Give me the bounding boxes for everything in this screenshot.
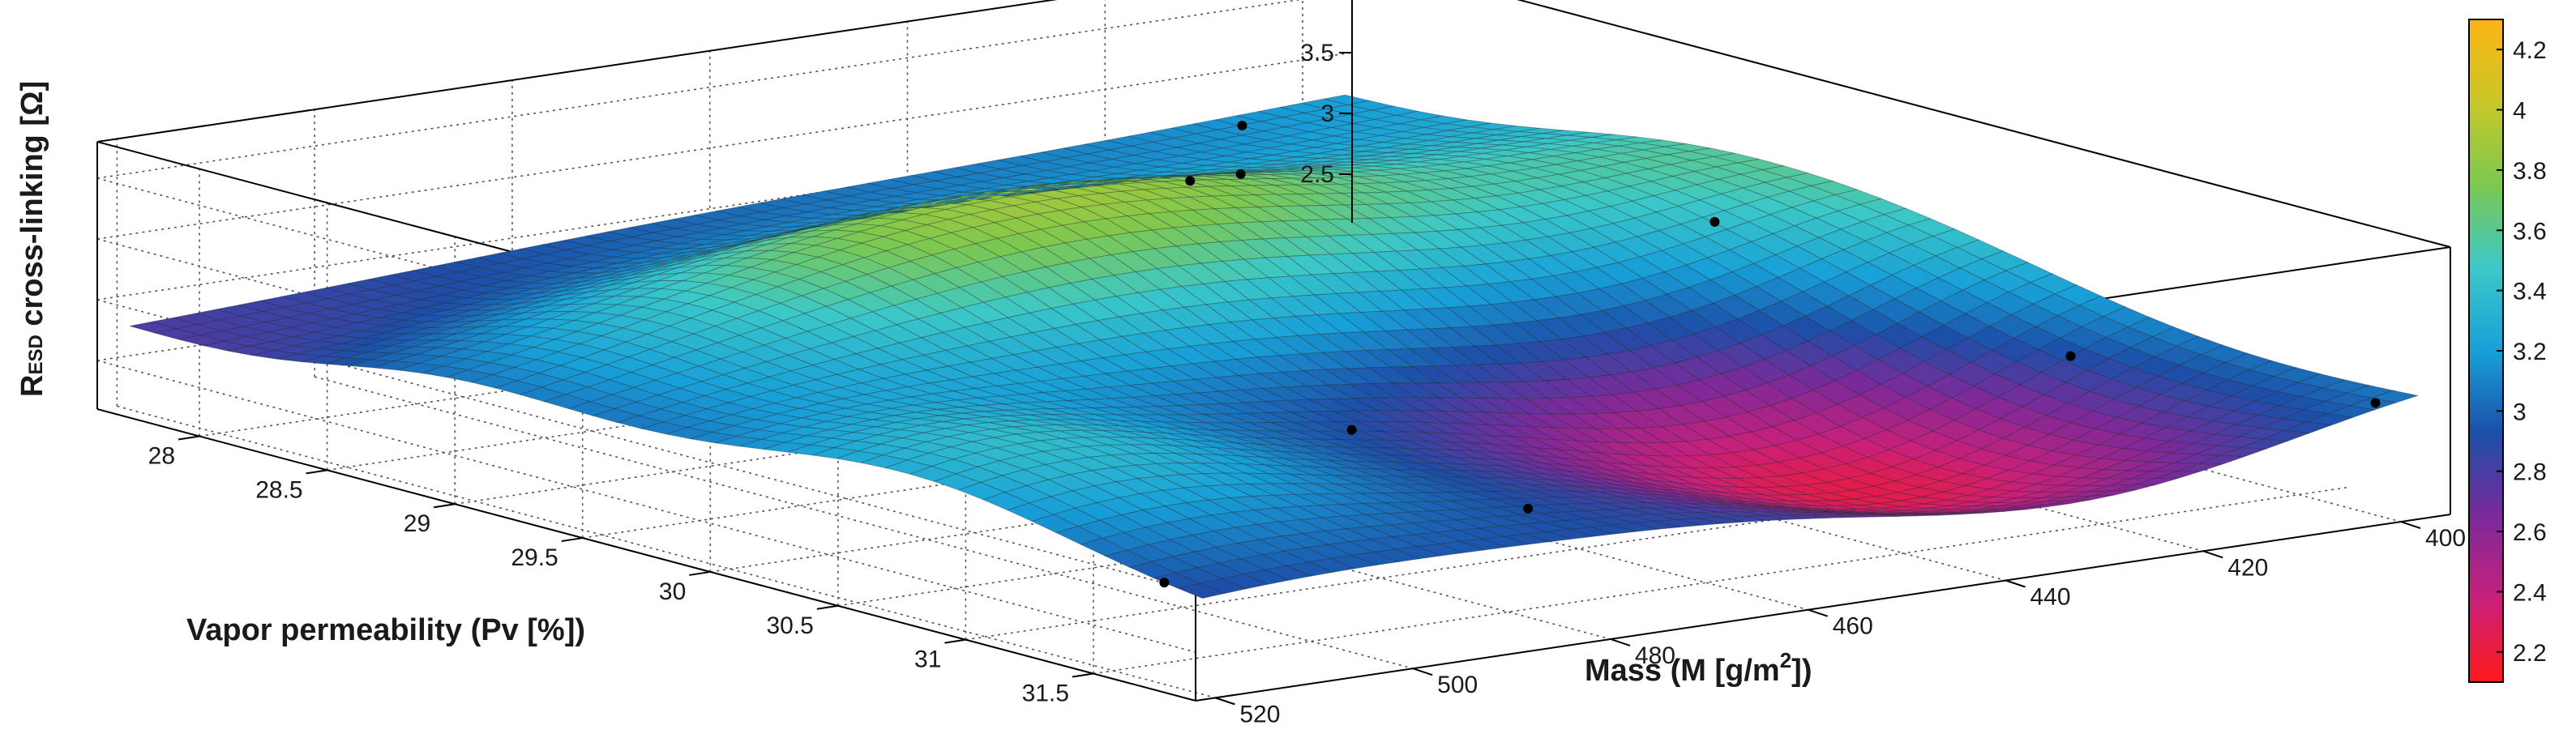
box-edge-front (96, 408, 1196, 702)
floor-grid-y (314, 376, 1414, 669)
data-point (1159, 578, 1170, 588)
z-axis-title-main: R (15, 375, 49, 397)
x-tick-mark (1072, 672, 1094, 678)
data-point (2370, 398, 2381, 408)
x-tick-mark (434, 503, 456, 509)
data-point (1523, 503, 1534, 514)
data-points (1159, 120, 2381, 588)
wall-grid-z2 (96, 52, 1353, 240)
y-tick-label: 520 (1239, 701, 1280, 727)
x-axis-title: Vapor permeability (Pv [%]) (186, 613, 585, 647)
colorbar-ticks: 2.2 2.4 2.6 2.8 3 3.2 3.4 3.6 3.8 4 4.2 (2497, 37, 2547, 667)
data-point (1346, 424, 1357, 435)
colorbar-tick-label: 3.2 (2513, 339, 2547, 365)
y-tick-mark (1808, 608, 1829, 617)
z-axis-title: RESD cross-linking [Ω] (15, 81, 49, 397)
y-tick-label: 480 (1635, 642, 1675, 669)
colorbar-tick-label: 3.6 (2513, 218, 2547, 245)
box-edge-front (1195, 514, 2451, 702)
x-tick-mark (178, 435, 200, 441)
y-tick-mark (1610, 638, 1631, 646)
colorbar-tick-label: 4.2 (2513, 37, 2547, 64)
y-tick-label: 440 (2030, 583, 2070, 610)
data-point (1709, 216, 1720, 227)
z-axis-title-sub: ESD (25, 335, 47, 374)
x-tick-label: 29 (404, 510, 430, 537)
y-tick-mark (2400, 521, 2421, 530)
z-tick-label: 3.5 (1300, 40, 1334, 66)
data-point (1185, 176, 1196, 186)
x-tick-mark (689, 570, 711, 576)
x-tick-label: 30 (659, 578, 686, 605)
data-point (1235, 169, 1246, 179)
colorbar-tick-label: 4 (2513, 98, 2527, 125)
wall-grid-z2 (96, 0, 1303, 179)
x-tick-mark (306, 469, 327, 475)
wall-grid-z (96, 360, 1196, 653)
surface-cell (1177, 582, 1226, 599)
y-tick-label: 400 (2425, 525, 2466, 552)
floor-grid-x (1093, 486, 2349, 675)
x-tick-label: 31.5 (1022, 680, 1069, 707)
y-axis-title-main: Mass (M [g/m (1585, 654, 1780, 688)
z-tick-label: 4 (1320, 0, 1334, 6)
z-tick-label: 3 (1320, 100, 1334, 127)
y-axis-title-end: ]) (1791, 654, 1812, 688)
box-edge (96, 0, 1058, 143)
x-tick-label: 28.5 (255, 476, 302, 503)
y-tick-mark (2202, 550, 2223, 559)
x-tick-mark (944, 638, 966, 644)
x-tick-label: 30.5 (766, 612, 813, 639)
colorbar-tick-label: 3.4 (2513, 279, 2547, 305)
data-point (1237, 120, 1247, 130)
y-axis-title-sup: 2 (1780, 648, 1791, 672)
y-tick-mark (1412, 668, 1433, 676)
y-tick-mark (1215, 697, 1235, 706)
colorbar-tick-label: 2.6 (2513, 519, 2547, 546)
colorbar-tick-label: 2.8 (2513, 459, 2547, 486)
x-tick-mark (561, 537, 583, 543)
floor-grid-y (117, 405, 1216, 699)
data-point (2065, 351, 2076, 361)
x-tick-label: 28 (148, 442, 175, 469)
colorbar-tick-label: 2.4 (2513, 579, 2547, 606)
y-tick-label: 500 (1437, 672, 1478, 698)
x-tick-mark (816, 604, 838, 610)
x-tick-label: 29.5 (511, 544, 558, 571)
z-tick-label: 2.5 (1300, 161, 1334, 188)
colorbar-tick-label: 3.8 (2513, 158, 2547, 185)
box-edge (1517, 0, 2451, 248)
y-tick-label: 420 (2227, 554, 2268, 581)
colorbar-tick-label: 3 (2513, 399, 2527, 425)
surface-mesh (129, 94, 2420, 599)
x-tick-label: 31 (914, 646, 941, 673)
colorbar-tick-label: 2.2 (2513, 640, 2547, 667)
tick-labels: 28 28.5 29 29.5 30 30.5 31 31.5 400 420 440 460 480 5… (148, 0, 2466, 727)
axes-box-front (96, 0, 2451, 702)
y-tick-mark (2005, 579, 2026, 588)
y-tick-label: 460 (1833, 613, 1873, 640)
z-axis-title-rest: cross-linking [Ω] (15, 81, 49, 335)
y-axis-title: Mass (M [g/m2]) (1585, 648, 1812, 688)
